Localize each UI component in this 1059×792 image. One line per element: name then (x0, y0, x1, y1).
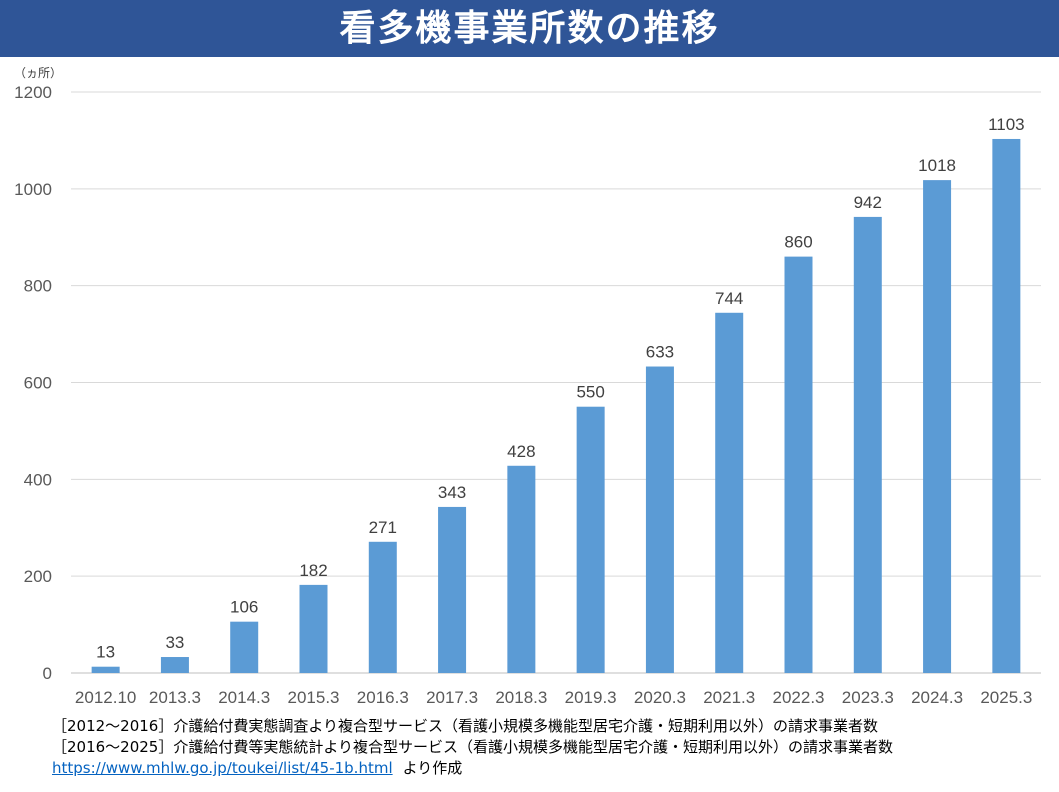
bar (576, 406, 605, 673)
y-tick-label: 1200 (14, 83, 52, 102)
data-label: 182 (299, 561, 327, 580)
data-label: 13 (96, 643, 115, 662)
x-tick-label: 2024.3 (911, 688, 963, 707)
data-label: 1018 (918, 156, 956, 175)
x-tick-label: 2017.3 (426, 688, 478, 707)
x-tick-label: 2016.3 (357, 688, 409, 707)
bar (992, 138, 1021, 673)
data-label: 550 (576, 383, 604, 402)
bar (160, 657, 189, 673)
data-label: 633 (646, 343, 674, 362)
bar (368, 541, 397, 673)
bar (923, 180, 952, 673)
page-title: 看多機事業所数の推移 (0, 0, 1059, 57)
data-label: 428 (507, 442, 535, 461)
data-label: 343 (438, 483, 466, 502)
bar (645, 366, 674, 673)
bar (91, 666, 120, 673)
y-tick-label: 200 (24, 567, 52, 586)
x-tick-label: 2013.3 (149, 688, 201, 707)
x-tick-label: 2025.3 (980, 688, 1032, 707)
note-line-1: ［2012～2016］介護給付費実態調査より複合型サービス（看護小規模多機能型居… (52, 717, 879, 735)
source-notes: ［2012～2016］介護給付費実態調査より複合型サービス（看護小規模多機能型居… (52, 716, 893, 779)
y-tick-label: 1000 (14, 180, 52, 199)
data-label: 106 (230, 598, 258, 617)
x-tick-label: 2012.10 (75, 688, 136, 707)
x-tick-label: 2019.3 (565, 688, 617, 707)
x-tick-label: 2014.3 (218, 688, 270, 707)
data-label: 942 (854, 193, 882, 212)
data-label: 744 (715, 289, 743, 308)
bar (299, 584, 328, 673)
x-tick-label: 2020.3 (634, 688, 686, 707)
source-suffix: より作成 (402, 759, 463, 777)
x-tick-label: 2021.3 (703, 688, 755, 707)
bar (438, 506, 467, 673)
bar-chart: （ヵ所） 0 200 400 600 800 1000 1200 13 2012.10 33 201… (14, 66, 1041, 707)
y-tick-label: 800 (24, 277, 52, 296)
bar (230, 621, 259, 673)
x-tick-label: 2015.3 (288, 688, 340, 707)
data-label: 271 (369, 518, 397, 537)
y-tick-label: 0 (43, 664, 52, 683)
source-link[interactable]: https://www.mhlw.go.jp/toukei/list/45-1b… (52, 759, 393, 777)
data-label: 860 (784, 233, 812, 252)
y-tick-label: 600 (24, 374, 52, 393)
unit-label: （ヵ所） (14, 66, 62, 80)
bar (853, 216, 882, 674)
bar (507, 465, 536, 673)
data-label: 1103 (988, 115, 1025, 134)
bar (715, 312, 744, 673)
data-label: 33 (165, 633, 184, 652)
y-tick-label: 400 (24, 470, 52, 489)
x-tick-label: 2023.3 (842, 688, 894, 707)
x-tick-label: 2022.3 (773, 688, 825, 707)
note-line-2: ［2016～2025］介護給付費等実態統計より複合型サービス（看護小規模多機能型… (52, 738, 894, 756)
x-tick-label: 2018.3 (495, 688, 547, 707)
bar (784, 256, 813, 673)
